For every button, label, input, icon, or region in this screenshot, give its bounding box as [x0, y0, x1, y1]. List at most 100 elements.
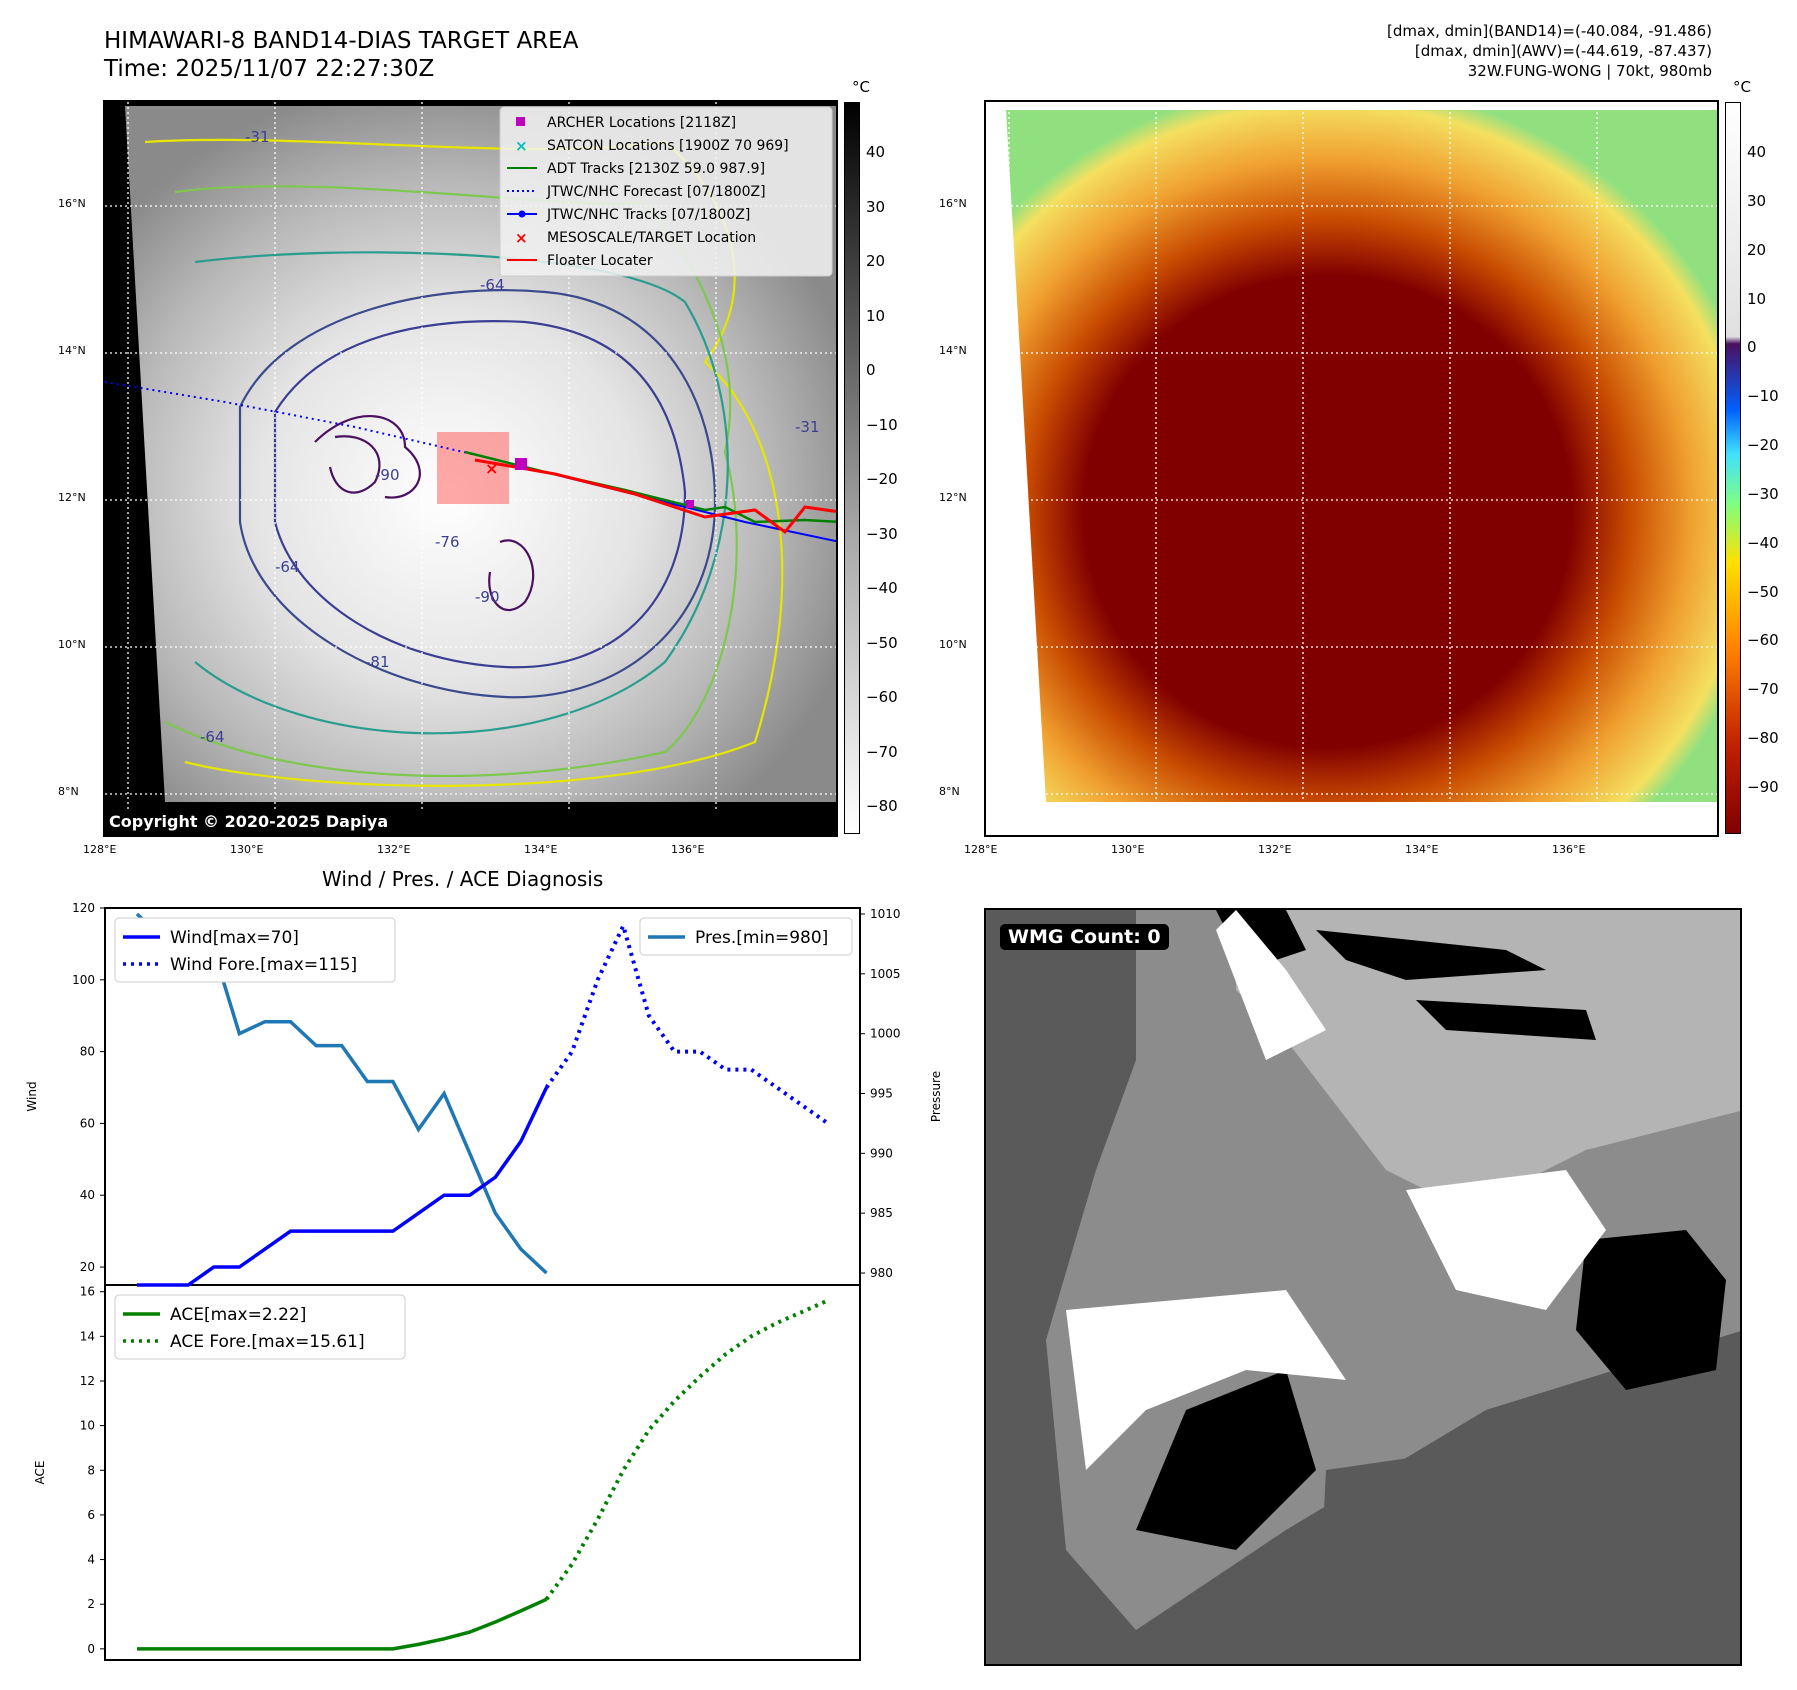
info-band14: [dmax, dmin](BAND14)=(-40.084, -91.486) — [1387, 22, 1712, 40]
ace-axes — [104, 1284, 861, 1661]
wmg-panel: WMG Count: 0 — [984, 908, 1742, 1666]
legend-label: ARCHER Locations [2118Z] — [547, 115, 736, 131]
colorbar-tick: 0 — [866, 361, 876, 379]
colorbar-tick: −50 — [1747, 582, 1779, 601]
lon-label: 130°E — [1111, 843, 1145, 856]
lat-label: 10°N — [58, 638, 86, 651]
diagnosis-title: Wind / Pres. / ACE Diagnosis — [322, 867, 604, 891]
lat-label: 12°N — [58, 491, 86, 504]
enhanced-image — [1006, 110, 1717, 802]
pressure-axis-label: Pressure — [929, 1071, 943, 1122]
pressure-tick: 980 — [870, 1266, 893, 1280]
colorbar-tick: −30 — [1747, 484, 1779, 503]
wind-tick: 100 — [72, 973, 95, 987]
colorbar-tick: −60 — [1747, 631, 1779, 650]
wind-line — [137, 1086, 549, 1287]
lat-label: 8°N — [58, 785, 79, 798]
map-legend: ARCHER Locations [2118Z] × SATCON Location… — [499, 106, 833, 277]
lon-label: 132°E — [377, 843, 411, 856]
colorbar-tick: −70 — [866, 742, 898, 761]
colorbar-tick: −60 — [866, 688, 898, 706]
colorbar-tick: 30 — [866, 197, 886, 216]
pressure-tick: 995 — [870, 1087, 893, 1101]
legend-label: Wind[max=70] — [170, 928, 299, 948]
ir-contour-map: -90 -90 -81 -76 -64 -64 -64 -31 -31 × AR… — [103, 100, 838, 837]
legend-label: ACE[max=2.22] — [170, 1305, 306, 1325]
legend-marker: × — [515, 229, 528, 247]
diagnosis-chart: 20 40 60 80 100 120 980 985 990 995 1000 1005 1010 0 2… — [25, 901, 943, 1661]
chart-legend — [639, 917, 853, 956]
wind-tick: 120 — [72, 901, 95, 915]
contour-90-c — [488, 539, 535, 612]
contour-label: -64 — [200, 728, 225, 746]
contour-31 — [144, 138, 784, 787]
legend-label: ACE Fore.[max=15.61] — [170, 1332, 365, 1352]
lon-label: 132°E — [1258, 843, 1292, 856]
contour-label: -31 — [795, 418, 820, 436]
colorbar-tick: 0 — [1747, 338, 1757, 357]
info-storm: 32W.FUNG-WONG | 70kt, 980mb — [1467, 62, 1712, 80]
contour-label: -90 — [375, 466, 400, 484]
pressure-tick: 1000 — [870, 1027, 901, 1041]
wmg-region-white — [1066, 1290, 1346, 1470]
bd-enhanced-map — [984, 100, 1719, 837]
chart-legend — [114, 1294, 406, 1360]
lon-label: 128°E — [83, 843, 117, 856]
lat-label: 16°N — [58, 197, 86, 210]
ace-line — [137, 1597, 548, 1651]
lon-label: 134°E — [1405, 843, 1439, 856]
lat-label: 14°N — [939, 344, 967, 357]
legend-label: ADT Tracks [2130Z 59.0 987.9] — [547, 161, 765, 177]
contour-label: -64 — [480, 276, 505, 294]
figure-title: HIMAWARI-8 BAND14-DIAS TARGET AREA — [104, 28, 579, 54]
ace-tick: 0 — [87, 1642, 95, 1656]
contour-label: -31 — [245, 128, 270, 146]
figure-time: Time: 2025/11/07 22:27:30Z — [104, 56, 435, 82]
ace-tick: 14 — [80, 1329, 95, 1343]
ace-tick: 4 — [87, 1553, 95, 1567]
ace-forecast-line — [544, 1298, 829, 1601]
lon-label: 128°E — [964, 843, 998, 856]
gray-colorbar — [844, 102, 860, 834]
wind-tick: 80 — [80, 1045, 95, 1059]
ace-tick: 16 — [80, 1285, 95, 1299]
contour-90-a — [314, 415, 421, 499]
lat-label: 8°N — [939, 785, 960, 798]
wmg-svg — [986, 910, 1740, 1664]
lon-label: 136°E — [671, 843, 705, 856]
colorbar-tick: −40 — [866, 579, 898, 597]
colorbar-tick: −20 — [1747, 436, 1779, 455]
contour-label: -90 — [475, 588, 500, 606]
lat-label: 12°N — [939, 491, 967, 504]
colorbar-tick: −90 — [1747, 778, 1779, 796]
forecast-track — [105, 381, 486, 458]
pressure-tick: 1010 — [870, 907, 901, 921]
colorbar-tick: −20 — [866, 470, 898, 488]
lat-label: 16°N — [939, 197, 967, 210]
target-area-box — [437, 432, 509, 504]
contour-64 — [194, 251, 729, 735]
colorbar-tick: −50 — [866, 633, 898, 652]
colorbar-tick: 40 — [1747, 143, 1767, 161]
archer-marker — [515, 458, 527, 470]
colorbar-tick: 10 — [866, 306, 886, 325]
legend-label: Wind Fore.[max=115] — [170, 955, 357, 975]
lon-label: 130°E — [230, 843, 264, 856]
legend-marker: × — [515, 137, 528, 155]
wind-tick: 40 — [80, 1188, 95, 1202]
legend-label: Pres.[min=980] — [695, 928, 828, 948]
contour-label: -64 — [275, 558, 300, 576]
legend-label: SATCON Locations [1900Z 70 969] — [547, 138, 789, 154]
chart-legend — [114, 917, 396, 983]
copyright-text: Copyright © 2020-2025 Dapiya — [109, 812, 389, 831]
colorbar-tick: 30 — [1747, 191, 1767, 210]
ace-tick: 6 — [87, 1508, 95, 1522]
colorbar-tick: −80 — [1747, 729, 1779, 748]
pressure-tick: 985 — [870, 1206, 893, 1220]
wind-tick: 20 — [80, 1260, 95, 1274]
color-colorbar — [1725, 102, 1741, 834]
pressure-tick: 990 — [870, 1146, 893, 1160]
ace-axis-label: ACE — [33, 1461, 47, 1485]
ir-contour-svg: -90 -90 -81 -76 -64 -64 -64 -31 -31 × AR… — [105, 102, 836, 835]
archer-marker — [686, 500, 694, 508]
